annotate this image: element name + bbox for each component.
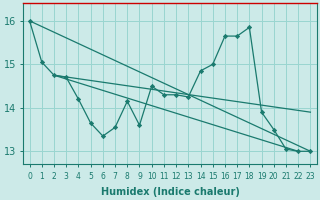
X-axis label: Humidex (Indice chaleur): Humidex (Indice chaleur) [100,187,239,197]
